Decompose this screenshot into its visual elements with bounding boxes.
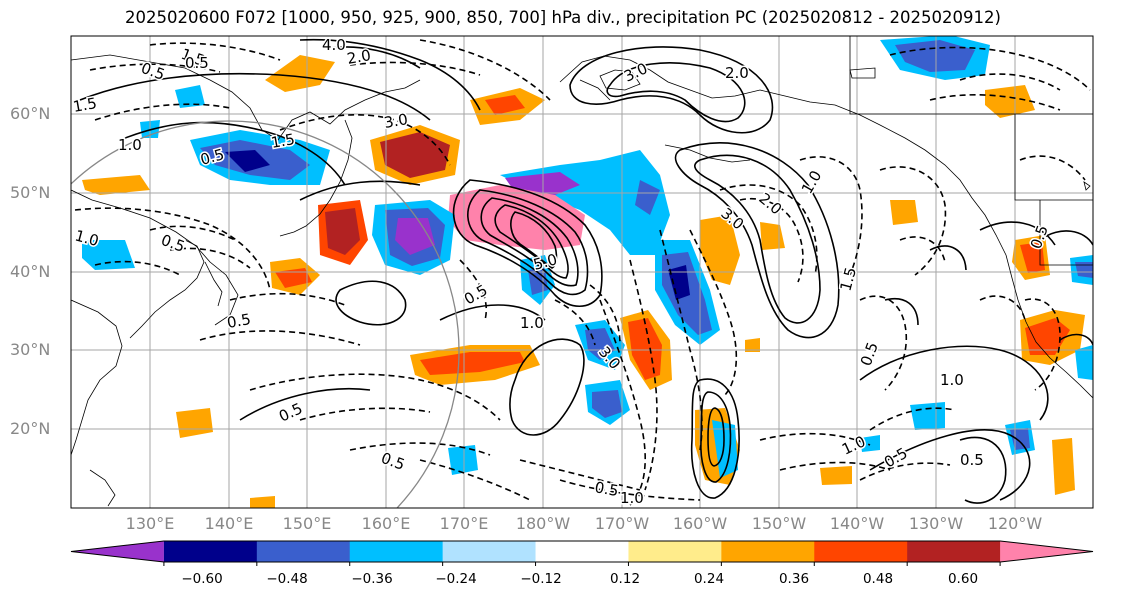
colorbar-tick-label: 0.60: [947, 571, 979, 587]
colorbar-segment: [349, 541, 444, 562]
lon-label: 180°W: [515, 514, 571, 533]
contour-label: 4.0: [322, 36, 346, 54]
graticule: [71, 36, 1093, 508]
colorbar-segment: [256, 541, 351, 562]
lon-label: 120°W: [987, 514, 1043, 533]
contour-label: 1.0: [520, 314, 544, 332]
lon-label: 170°W: [594, 514, 650, 533]
contour-label: 2.0: [725, 64, 749, 82]
contour-label: 3.0: [383, 110, 410, 132]
colorbar-tick-label: 0.36: [778, 571, 810, 587]
lon-label: 140°W: [829, 514, 885, 533]
colorbar-segment: [814, 541, 908, 562]
lon-label: 130°E: [125, 514, 175, 533]
colorbar-segment: [163, 541, 258, 562]
colorbar-tick-label: 0.24: [693, 571, 725, 587]
contour-label: 1.0: [940, 371, 964, 389]
colorbar-segment: [721, 541, 815, 562]
lon-label: 130°W: [908, 514, 964, 533]
lon-label: 150°W: [751, 514, 807, 533]
contour-label: 1.5: [836, 265, 860, 293]
contour-label: 1.0: [118, 136, 142, 154]
contour-label: 1.0: [620, 489, 644, 507]
colorbar-segment: [628, 541, 722, 562]
colorbar-extend-min: [71, 541, 164, 562]
radius-circle: [71, 120, 460, 508]
colorbar-segment: [535, 541, 629, 562]
map-frame: [70, 35, 1094, 509]
contour-label: 0.5: [593, 478, 620, 500]
colorbar-tick-label: −0.12: [520, 571, 562, 587]
divergence-contours: [74, 38, 1093, 506]
figure-title: 2025020600 F072 [1000, 950, 925, 900, 85…: [125, 8, 1001, 27]
colorbar-tick-label: −0.36: [351, 571, 393, 587]
colorbar-tick-label: −0.24: [435, 571, 477, 587]
colorbar-extend-max: [1000, 541, 1093, 562]
colorbar-segment: [907, 541, 1001, 562]
colorbar-tick-label: 0.12: [609, 571, 641, 587]
precipitation-shading: [82, 36, 1093, 508]
lon-label: 140°E: [204, 514, 254, 533]
colorbar-tick-label: −0.48: [266, 571, 308, 587]
coastlines: [71, 36, 1093, 507]
colorbar-segment: [442, 541, 537, 562]
lon-label: 160°E: [361, 514, 411, 533]
lat-label: 30°N: [10, 340, 51, 359]
colorbar: [70, 540, 1094, 566]
lat-label: 60°N: [10, 104, 51, 123]
colorbar-tick-label: 0.48: [862, 571, 894, 587]
colorbar-tick-label: −0.60: [181, 571, 223, 587]
lon-label: 160°W: [672, 514, 728, 533]
lon-label: 170°E: [439, 514, 489, 533]
lat-label: 20°N: [10, 419, 51, 438]
contour-label: 0.5: [960, 451, 984, 469]
lat-label: 40°N: [10, 262, 51, 281]
lat-label: 50°N: [10, 183, 51, 202]
lon-label: 150°E: [282, 514, 332, 533]
contour-label: 0.5: [185, 54, 209, 72]
